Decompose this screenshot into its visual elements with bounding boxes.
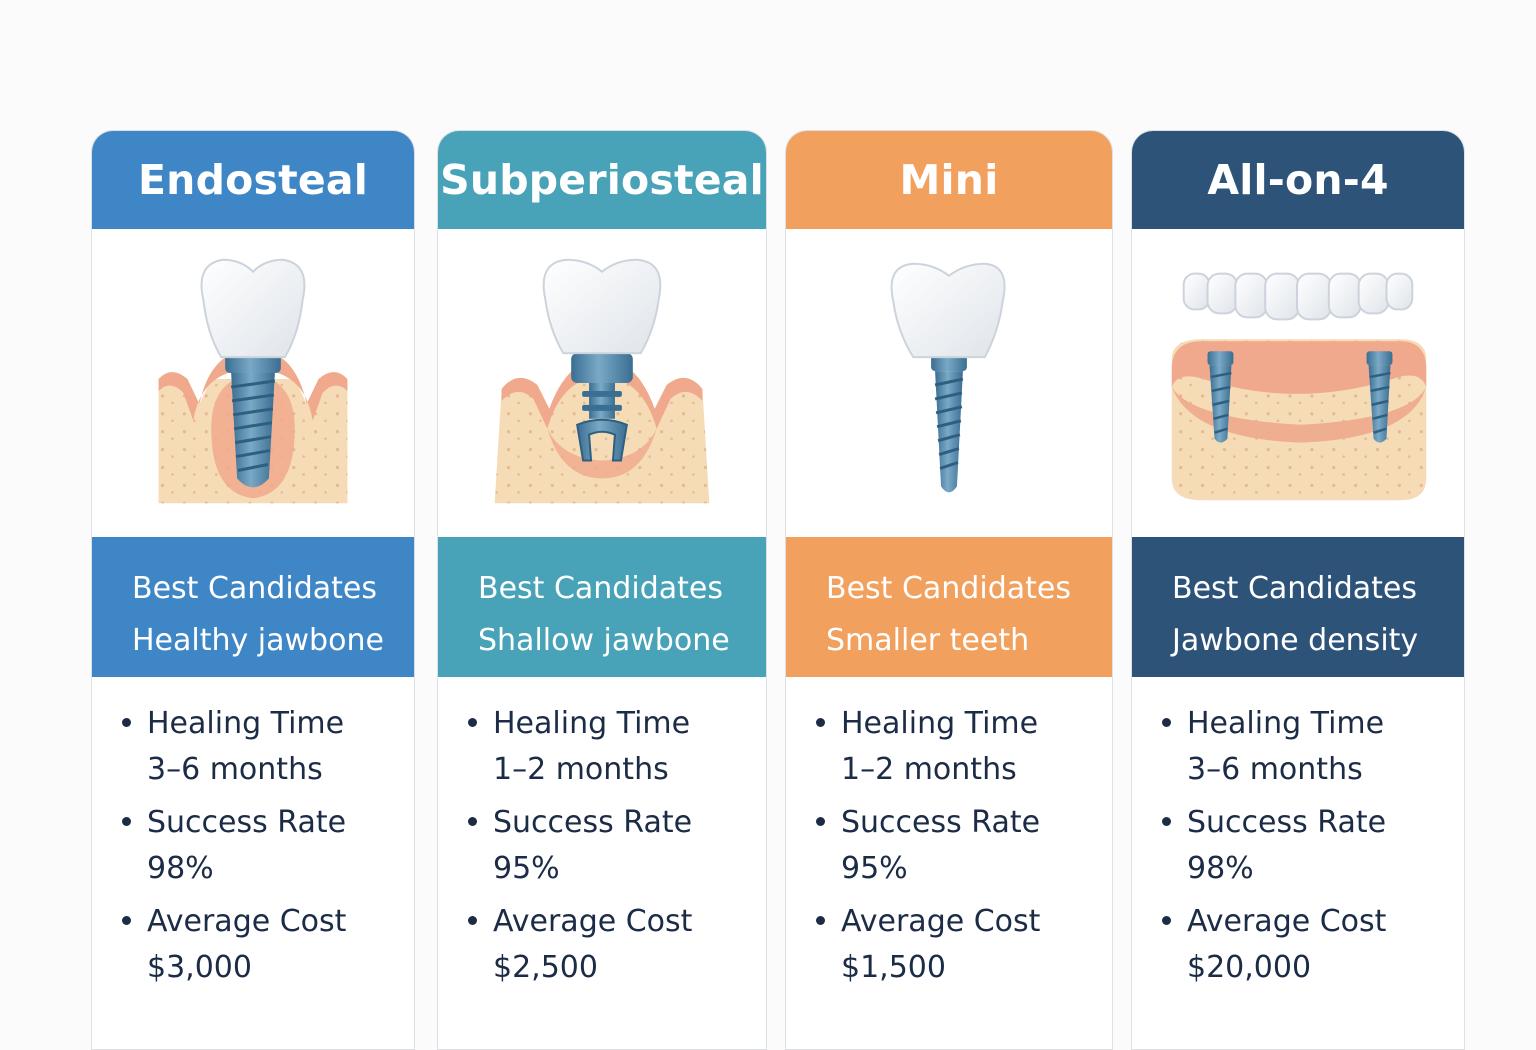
card-subperiosteal: Subperiosteal Best Candidates Shallow ja… bbox=[437, 130, 767, 1050]
best-candidates-label: Best Candidates bbox=[1172, 571, 1417, 606]
best-candidates-panel: Best Candidates Jawbone density bbox=[1132, 537, 1464, 677]
best-candidates-value: Shallow jawbone bbox=[478, 623, 730, 658]
stat-success-rate: Success Rate 98% bbox=[1132, 800, 1464, 892]
card-title: Mini bbox=[786, 131, 1112, 229]
best-candidates-label: Best Candidates bbox=[826, 571, 1071, 606]
card-title: Endosteal bbox=[92, 131, 414, 229]
stat-success-rate: Success Rate 95% bbox=[786, 800, 1112, 892]
stat-healing-time: Healing Time 3–6 months bbox=[1132, 701, 1464, 793]
card-endosteal: Endosteal Best Candidates Healthy jawbon… bbox=[91, 130, 415, 1050]
best-candidates-value: Jawbone density bbox=[1172, 623, 1419, 658]
card-mini: Mini Best Candidates Smaller teeth Heali… bbox=[785, 130, 1113, 1050]
stat-average-cost: Average Cost $2,500 bbox=[438, 899, 766, 991]
best-candidates-panel: Best Candidates Healthy jawbone bbox=[92, 537, 414, 677]
stat-success-rate: Success Rate 95% bbox=[438, 800, 766, 892]
best-candidates-label: Best Candidates bbox=[478, 571, 723, 606]
card-title: All-on-4 bbox=[1132, 131, 1464, 229]
all-on-4-implant-icon bbox=[1132, 229, 1464, 537]
card-all-on-4: All-on-4 bbox=[1131, 130, 1465, 1050]
mini-implant-icon bbox=[786, 229, 1112, 537]
best-candidates-value: Smaller teeth bbox=[826, 623, 1030, 658]
stat-success-rate: Success Rate 98% bbox=[92, 800, 414, 892]
stats-list: Healing Time 3–6 months Success Rate 98%… bbox=[92, 677, 414, 991]
best-candidates-panel: Best Candidates Shallow jawbone bbox=[438, 537, 766, 677]
best-candidates-value: Healthy jawbone bbox=[132, 623, 384, 658]
stat-healing-time: Healing Time 1–2 months bbox=[438, 701, 766, 793]
stat-healing-time: Healing Time 3–6 months bbox=[92, 701, 414, 793]
best-candidates-label: Best Candidates bbox=[132, 571, 377, 606]
stats-list: Healing Time 1–2 months Success Rate 95%… bbox=[438, 677, 766, 991]
stat-average-cost: Average Cost $20,000 bbox=[1132, 899, 1464, 991]
stat-average-cost: Average Cost $1,500 bbox=[786, 899, 1112, 991]
stats-list: Healing Time 3–6 months Success Rate 98%… bbox=[1132, 677, 1464, 991]
stat-healing-time: Healing Time 1–2 months bbox=[786, 701, 1112, 793]
card-title: Subperiosteal bbox=[438, 131, 766, 229]
subperiosteal-implant-icon bbox=[438, 229, 766, 537]
best-candidates-panel: Best Candidates Smaller teeth bbox=[786, 537, 1112, 677]
endosteal-implant-icon bbox=[92, 229, 414, 537]
stat-average-cost: Average Cost $3,000 bbox=[92, 899, 414, 991]
stats-list: Healing Time 1–2 months Success Rate 95%… bbox=[786, 677, 1112, 991]
